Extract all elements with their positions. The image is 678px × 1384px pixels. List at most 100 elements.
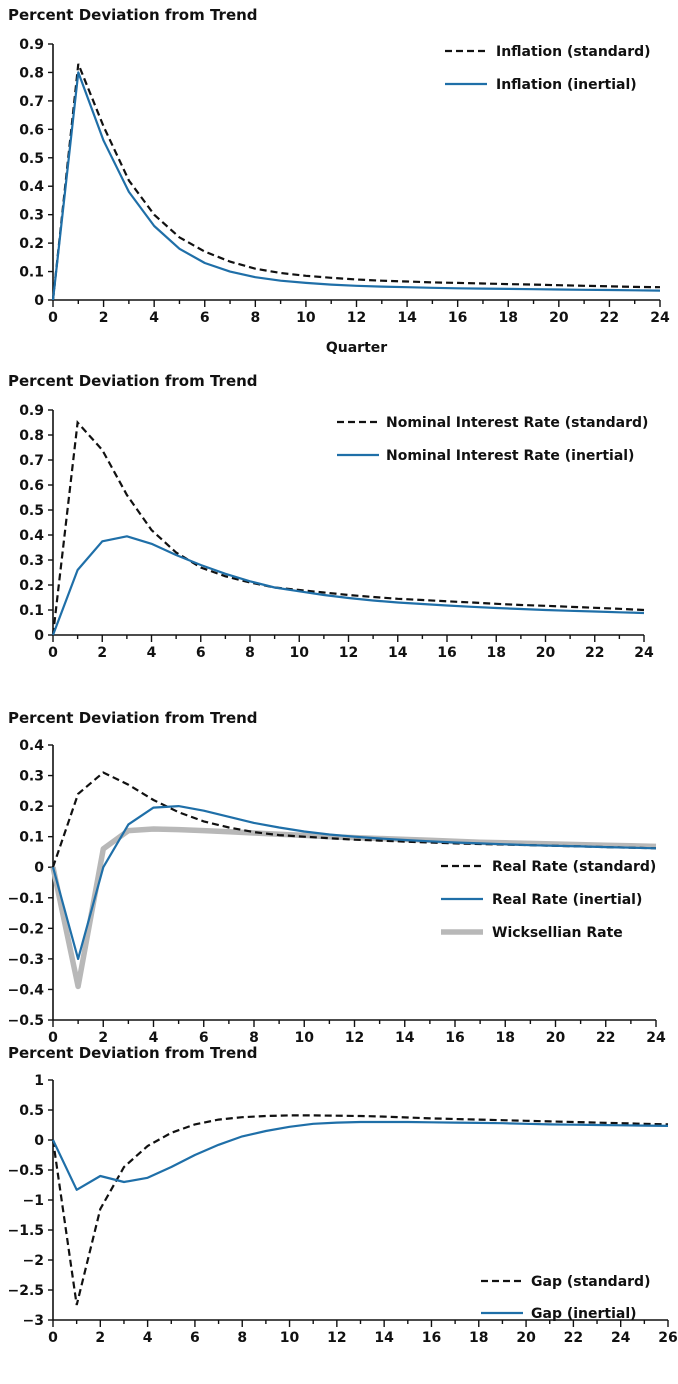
y-tick-label: −1.5 [7,1223,44,1239]
y-axis-title: Percent Deviation from Trend [8,709,258,727]
y-tick-label: 0.9 [19,403,44,419]
x-tick-label: 14 [397,310,417,326]
x-tick-label: 20 [536,645,556,661]
y-axis-title: Percent Deviation from Trend [8,6,258,24]
legend-label: Real Rate (inertial) [492,892,642,908]
x-tick-label: 6 [199,1030,209,1046]
series-line-real-rate-inertial [51,805,657,960]
y-tick-label: 0 [34,293,44,309]
y-axis-title: Percent Deviation from Trend [8,372,258,390]
y-tick-label: 0.1 [19,265,44,281]
chart-panel-1: Percent Deviation from Trend 0 0.1 0.2 0.3 0.… [8,6,670,356]
y-tick-label: 0.3 [19,553,44,569]
y-tick-label: −0.3 [7,952,44,968]
y-tick-label: 0.2 [19,799,44,815]
x-tick-label: 18 [499,310,518,326]
legend-label: Nominal Interest Rate (standard) [386,415,648,431]
x-tick-label: 18 [469,1330,488,1346]
x-tick-label: 22 [596,1030,615,1046]
x-tick-label: 4 [147,645,157,661]
y-tick-label: 1 [34,1073,44,1089]
x-tick-label: 24 [646,1030,666,1046]
x-tick-label: 14 [395,1030,415,1046]
x-tick-label: 20 [546,1030,566,1046]
x-tick-label: 10 [290,645,310,661]
legend-label: Inflation (standard) [496,44,651,60]
x-tick-label: 4 [149,310,159,326]
x-tick-label: 18 [487,645,506,661]
x-tick-label: 18 [496,1030,515,1046]
x-tick-label: 22 [564,1330,583,1346]
series-line-nominal-interest-rate-inertial [51,535,645,636]
x-tick-label: 14 [388,645,408,661]
chart-panel-2: Percent Deviation from Trend 0 0.1 0.2 0.3 0.… [8,372,654,661]
y-tick-label: 0 [34,860,44,876]
y-tick-label: 0.5 [19,503,44,519]
x-tick-label: 6 [200,310,210,326]
chart-panel-4: Percent Deviation from Trend −3 −2.5 −2 −1.5… [7,1044,677,1346]
legend-label: Nominal Interest Rate (inertial) [386,448,634,464]
y-tick-label: 0 [34,628,44,644]
y-tick-label: 0.7 [19,453,44,469]
y-tick-label: 0.6 [19,122,44,138]
y-tick-label: 0.4 [19,528,44,544]
x-tick-label: 26 [658,1330,677,1346]
x-tick-label: 24 [611,1330,631,1346]
x-tick-label: 22 [585,645,604,661]
x-tick-label: 0 [48,1030,58,1046]
x-tick-label: 6 [196,645,206,661]
y-axis-title: Percent Deviation from Trend [8,1044,258,1062]
x-tick-label: 10 [296,310,316,326]
x-tick-label: 10 [280,1330,300,1346]
series-line-nominal-interest-rate-standard [51,419,645,636]
x-tick-label: 0 [48,645,58,661]
legend-label: Wicksellian Rate [492,925,623,941]
x-tick-label: 8 [245,645,255,661]
series-line-gap-standard [51,1114,669,1306]
x-tick-label: 16 [448,310,467,326]
series-line-inflation-standard [51,63,661,301]
x-tick-label: 4 [149,1030,159,1046]
x-tick-label: 4 [143,1330,153,1346]
x-tick-label: 20 [549,310,569,326]
legend-label: Gap (inertial) [531,1306,637,1322]
y-tick-label: 0.2 [19,236,44,252]
chart-panel-3: Percent Deviation from Trend −0.5 −0.4 −0.3… [7,709,666,1046]
x-tick-label: 0 [48,1330,58,1346]
y-tick-label: 0.3 [19,769,44,785]
y-tick-label: 0.5 [19,151,44,167]
x-tick-label: 14 [374,1330,394,1346]
x-tick-label: 12 [339,645,358,661]
y-tick-label: −2 [23,1253,44,1269]
y-tick-label: 0.8 [19,428,44,444]
x-tick-label: 2 [99,310,109,326]
x-tick-label: 0 [48,310,58,326]
x-tick-label: 16 [437,645,456,661]
x-tick-label: 12 [327,1330,346,1346]
y-tick-label: 0 [34,1133,44,1149]
y-tick-label: 0.1 [19,603,44,619]
x-axis-title: Quarter [326,340,387,356]
x-tick-label: 12 [345,1030,364,1046]
y-tick-label: −0.2 [7,921,44,937]
x-tick-label: 20 [516,1330,536,1346]
y-tick-label: −0.5 [7,1013,44,1029]
legend-label: Real Rate (standard) [492,859,656,875]
y-tick-label: 0.5 [19,1103,44,1119]
y-tick-label: 0.3 [19,208,44,224]
y-tick-label: 0.4 [19,179,44,195]
series-line-inflation-inertial [51,71,661,301]
x-tick-label: 16 [445,1030,464,1046]
y-tick-label: −1 [23,1193,44,1209]
x-tick-label: 2 [95,1330,105,1346]
x-tick-label: 2 [97,645,107,661]
x-tick-label: 10 [295,1030,315,1046]
x-tick-label: 8 [250,310,260,326]
y-tick-label: 0.9 [19,37,44,53]
y-tick-label: 0.4 [19,738,44,754]
x-tick-label: 16 [422,1330,441,1346]
x-tick-label: 2 [98,1030,108,1046]
y-tick-label: −2.5 [7,1283,44,1299]
y-tick-label: −0.1 [7,891,44,907]
y-tick-label: −3 [23,1313,44,1329]
